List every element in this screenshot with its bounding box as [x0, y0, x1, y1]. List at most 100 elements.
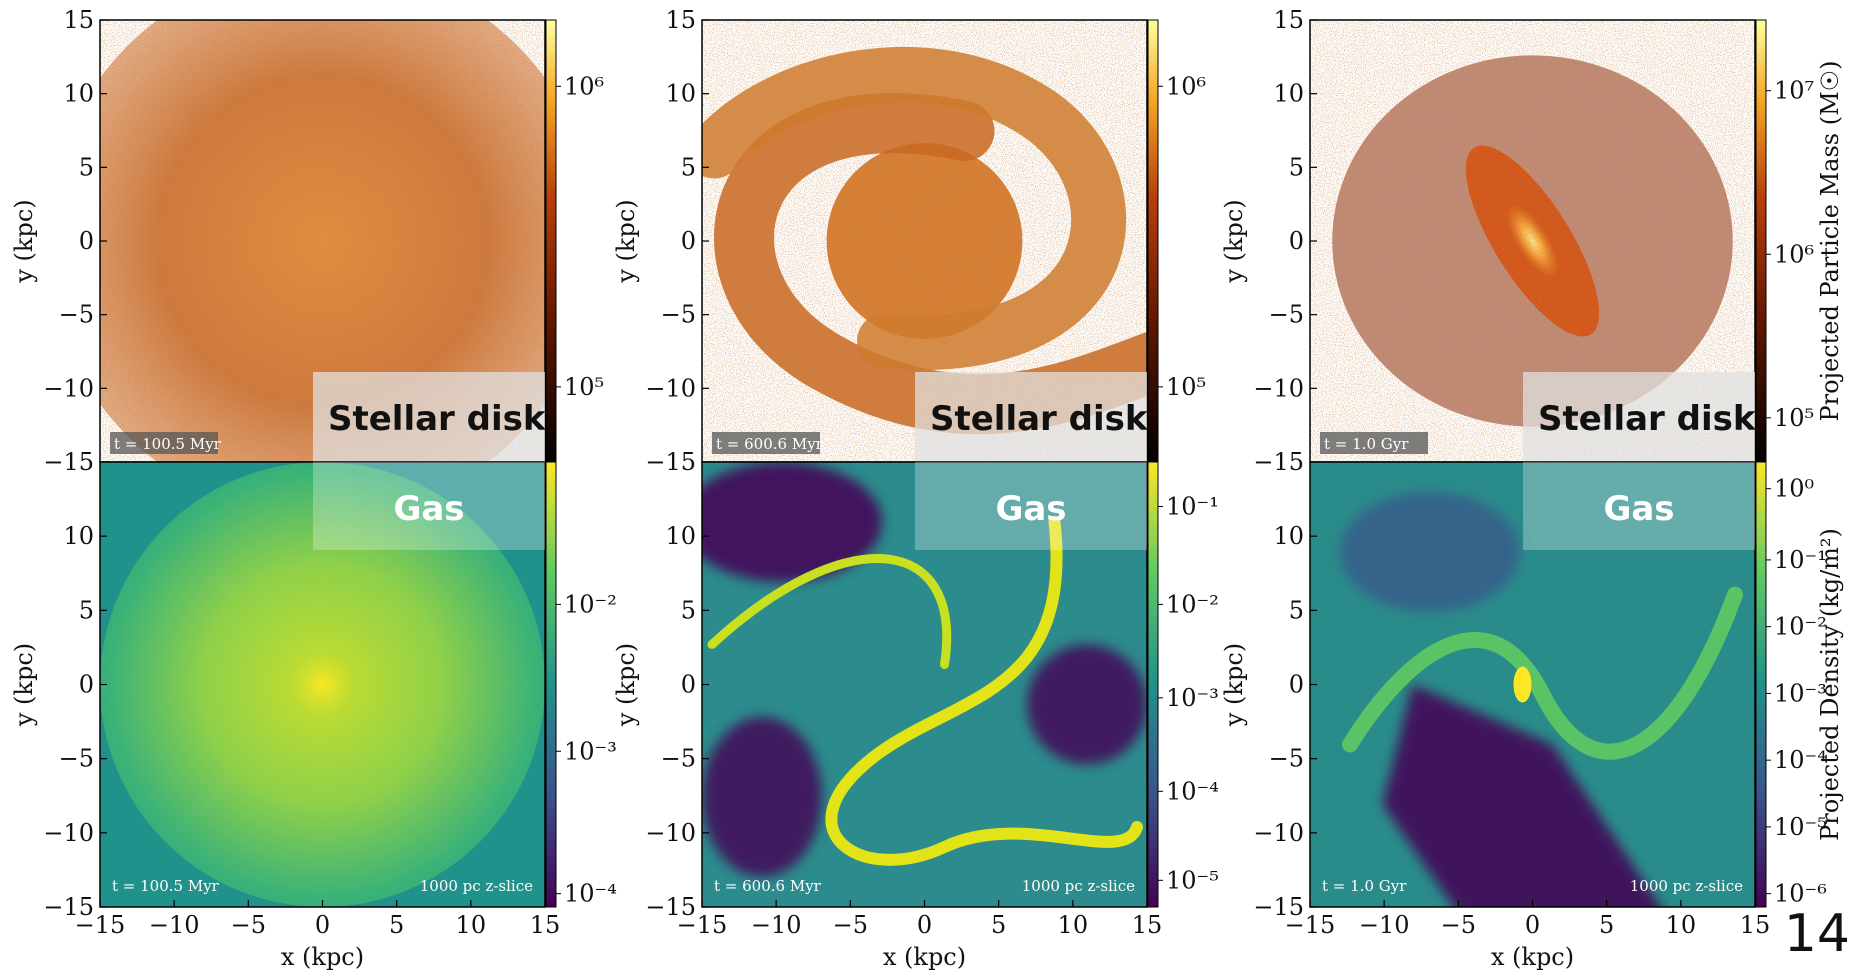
chart-0-image	[100, 20, 545, 462]
chart-0-cbar-label: 10⁶	[564, 72, 604, 100]
chart-1-ytick-label: 10	[63, 522, 94, 550]
chart-5-cbar-label: 10⁻³	[1774, 679, 1827, 707]
chart-3-ytick-label: −10	[645, 819, 696, 847]
chart-4-ytick-label: 15	[1273, 6, 1304, 34]
chart-3-overlay-box	[915, 462, 1147, 550]
chart-3-cbar-label: 10⁻⁵	[1166, 866, 1219, 894]
chart-1-xtick-label: −10	[149, 911, 200, 939]
chart-5-ytick-label: 0	[1289, 671, 1304, 699]
chart-5-xtick-label: 10	[1666, 911, 1697, 939]
chart-3-void-3	[702, 717, 822, 877]
chart-5-overlay-box	[1523, 462, 1755, 550]
chart-1-gas-panel: 10 5 0 −5 −10 −15 y (kpc) −15 −10 −5 0 5 10 15 x (kpc)…	[10, 461, 617, 971]
chart-2-ytick-label: 0	[681, 227, 696, 255]
chart-0-ylabel: y (kpc)	[10, 199, 38, 283]
chart-4-colorbar	[1756, 20, 1766, 462]
slide-number: 14	[1783, 904, 1850, 964]
chart-5-cbar-label: 10⁻¹	[1774, 546, 1827, 574]
chart-0-colorbar	[546, 20, 556, 462]
chart-1-xtick-label: −5	[231, 911, 266, 939]
chart-5-cbar-label: 10⁰	[1774, 475, 1814, 503]
chart-5-cbar-label: 10⁻⁴	[1774, 746, 1827, 774]
chart-3-time-label: t = 600.6 Myr	[714, 877, 822, 895]
chart-3-xtick-label: −5	[833, 911, 868, 939]
chart-3-gas-panel: 10 5 0 −5 −10 −15 y (kpc) −15 −10 −5 0 5 10 15 x (kpc)…	[612, 461, 1219, 971]
chart-0-ytick-label: −5	[59, 301, 94, 329]
chart-0-ytick-label: 5	[79, 153, 94, 181]
chart-1-cbar-label: 10⁻³	[564, 737, 617, 765]
chart-1-core	[292, 654, 353, 715]
chart-1-ytick-label: 5	[79, 596, 94, 624]
chart-1-xtick-label: −15	[75, 911, 126, 939]
chart-5-slice-label: 1000 pc z-slice	[1630, 877, 1743, 895]
chart-1-overlay-box	[313, 462, 545, 550]
chart-3-ytick-label: 0	[681, 671, 696, 699]
chart-0-ytick-label: 0	[79, 227, 94, 255]
chart-1-xtick-label: 5	[389, 911, 404, 939]
chart-2-time-label: t = 600.6 Myr	[716, 435, 824, 453]
chart-4-time-label: t = 1.0 Gyr	[1324, 435, 1409, 453]
chart-0-overlay-box	[313, 372, 545, 462]
chart-1-cbar-label: 10⁻⁴	[564, 880, 617, 908]
chart-1-ytick-label: 0	[79, 671, 94, 699]
chart-5-overlay-label: Gas	[1603, 489, 1674, 529]
chart-5-void-2	[1340, 492, 1520, 612]
chart-3-xlabel: x (kpc)	[883, 943, 966, 971]
chart-3-xtick-label: −10	[751, 911, 802, 939]
chart-3-xtick-label: 15	[1132, 911, 1163, 939]
chart-1-xlabel: x (kpc)	[281, 943, 364, 971]
chart-0-stellar-panel: 15 10 5 0 −5 −10 −15 y (kpc) t = 100.5 Myr Stella…	[10, 6, 604, 476]
chart-3-xtick-label: 10	[1058, 911, 1089, 939]
chart-0-overlay-label: Stellar disk	[328, 399, 547, 439]
chart-5-xtick-label: 5	[1599, 911, 1614, 939]
chart-2-overlay-box	[915, 372, 1147, 462]
chart-3-ytick-label: 10	[665, 522, 696, 550]
chart-3-ytick-label: −5	[661, 745, 696, 773]
chart-4-ytick-label: −10	[1253, 374, 1304, 402]
chart-2-cbar-label: 10⁵	[1166, 373, 1206, 401]
chart-5-image	[1310, 462, 1755, 907]
chart-5-ytick-label: −15	[1253, 893, 1304, 921]
chart-5-core	[1513, 666, 1532, 703]
chart-1-xtick-label: 15	[530, 911, 561, 939]
chart-5-stream	[1342, 586, 1743, 760]
chart-3-ylabel: y (kpc)	[612, 643, 640, 727]
chart-5-time-label: t = 1.0 Gyr	[1322, 877, 1407, 895]
chart-1-colorbar	[546, 462, 556, 907]
chart-5-ytick-label: −10	[1253, 819, 1304, 847]
chart-4-ytick-label: 10	[1273, 80, 1304, 108]
chart-5-xtick-label: −5	[1441, 911, 1476, 939]
chart-3-void-1	[702, 462, 882, 582]
chart-3-image	[702, 462, 1147, 907]
chart-5-colorbar	[1756, 462, 1766, 907]
chart-0-cbar-label: 10⁵	[564, 373, 604, 401]
chart-1-xtick-label: 10	[456, 911, 487, 939]
chart-2-colorbar	[1148, 20, 1158, 462]
chart-1-colorbar-frame	[545, 461, 557, 908]
chart-4-cbar-label: 10⁶	[1774, 240, 1814, 268]
chart-1-cbar-label: 10⁻²	[564, 590, 617, 618]
chart-0-ytick-label: −10	[43, 374, 94, 402]
chart-4-ytick-label: 5	[1289, 153, 1304, 181]
chart-4-cbar-label: 10⁷	[1774, 77, 1814, 105]
chart-4-overlay-box	[1523, 372, 1755, 462]
chart-0-ytick-label: 10	[63, 80, 94, 108]
chart-3-overlay-label: Gas	[995, 489, 1066, 529]
chart-3-filament-1	[825, 516, 1143, 866]
chart-4-colorbar-title: Projected Particle Mass (M☉)	[1816, 60, 1844, 421]
chart-3-cbar-label: 10⁻³	[1166, 684, 1219, 712]
chart-5-colorbar-title: Projected Density (kg/m²)	[1816, 528, 1844, 841]
chart-1-ytick-label: −15	[43, 893, 94, 921]
chart-1-ytick-label: −10	[43, 819, 94, 847]
chart-5-xlabel: x (kpc)	[1491, 943, 1574, 971]
chart-5-gas-panel: 10 5 0 −5 −10 −15 y (kpc) −15 −10 −5 0 5 10 15 x (kpc)…	[1220, 461, 1844, 971]
chart-1-ylabel: y (kpc)	[10, 643, 38, 727]
chart-0-time-label: t = 100.5 Myr	[114, 435, 222, 453]
chart-5-colorbar-frame	[1755, 461, 1767, 908]
chart-4-ytick-label: −15	[1253, 448, 1304, 476]
chart-2-ylabel: y (kpc)	[612, 199, 640, 283]
chart-5-cbar-label: 10⁻²	[1774, 613, 1827, 641]
chart-3-cbar-label: 10⁻¹	[1166, 493, 1219, 521]
chart-2-ytick-label: −5	[661, 301, 696, 329]
